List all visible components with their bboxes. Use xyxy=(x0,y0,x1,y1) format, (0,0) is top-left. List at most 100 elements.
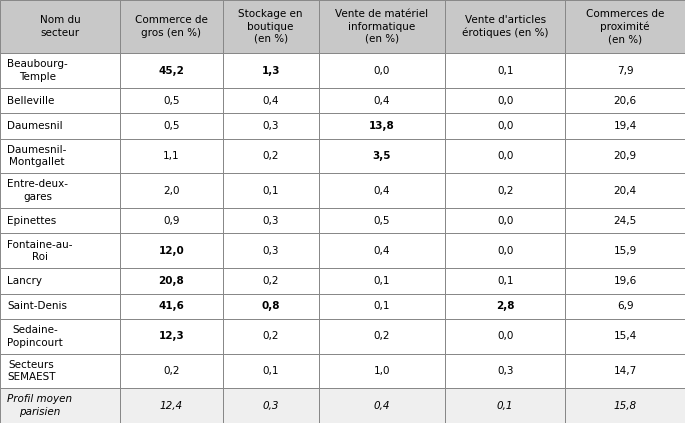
Text: 0,0: 0,0 xyxy=(497,331,513,341)
Bar xyxy=(445,173,565,208)
Text: 19,4: 19,4 xyxy=(614,121,636,131)
Text: Daumesnil: Daumesnil xyxy=(7,121,63,131)
Text: 20,9: 20,9 xyxy=(614,151,636,161)
Bar xyxy=(445,294,565,319)
Bar xyxy=(120,88,223,113)
Text: 1,0: 1,0 xyxy=(373,366,390,376)
Bar xyxy=(0,354,120,388)
Text: Profil moyen
parisien: Profil moyen parisien xyxy=(7,395,73,417)
Bar xyxy=(0,319,120,354)
Text: 0,2: 0,2 xyxy=(373,331,390,341)
Text: 3,5: 3,5 xyxy=(373,151,391,161)
Text: 2,8: 2,8 xyxy=(496,301,514,311)
Text: 0,9: 0,9 xyxy=(163,216,179,226)
Text: 15,9: 15,9 xyxy=(614,246,636,256)
Text: 0,2: 0,2 xyxy=(262,276,279,286)
Bar xyxy=(319,0,445,53)
Bar xyxy=(445,113,565,139)
Text: Sedaine-
Popincourt: Sedaine- Popincourt xyxy=(7,325,63,348)
Bar xyxy=(565,88,685,113)
Bar xyxy=(319,88,445,113)
Bar xyxy=(0,233,120,268)
Bar xyxy=(445,208,565,233)
Bar xyxy=(223,319,319,354)
Bar xyxy=(0,139,120,173)
Bar xyxy=(565,139,685,173)
Bar xyxy=(445,354,565,388)
Bar xyxy=(120,268,223,294)
Text: Daumesnil-
Montgallet: Daumesnil- Montgallet xyxy=(7,145,66,167)
Text: Belleville: Belleville xyxy=(7,96,55,106)
Bar xyxy=(565,268,685,294)
Bar xyxy=(565,88,685,113)
Text: 12,0: 12,0 xyxy=(158,246,184,256)
Bar xyxy=(0,294,120,319)
Bar xyxy=(223,113,319,139)
Bar xyxy=(565,268,685,294)
Bar xyxy=(120,139,223,173)
Bar xyxy=(319,294,445,319)
Bar xyxy=(120,354,223,388)
Text: 2,0: 2,0 xyxy=(163,186,179,196)
Text: 0,1: 0,1 xyxy=(262,186,279,196)
Bar xyxy=(565,294,685,319)
Bar xyxy=(319,113,445,139)
Bar xyxy=(0,388,120,423)
Text: 19,6: 19,6 xyxy=(614,276,636,286)
Text: 0,1: 0,1 xyxy=(262,366,279,376)
Bar xyxy=(319,319,445,354)
Text: Vente de matériel
informatique
(en %): Vente de matériel informatique (en %) xyxy=(336,9,428,44)
Text: 0,1: 0,1 xyxy=(497,401,514,411)
Bar xyxy=(319,173,445,208)
Bar xyxy=(223,319,319,354)
Bar xyxy=(223,139,319,173)
Text: Vente d'articles
érotiques (en %): Vente d'articles érotiques (en %) xyxy=(462,15,549,38)
Bar xyxy=(565,53,685,88)
Bar xyxy=(223,294,319,319)
Bar xyxy=(120,88,223,113)
Bar xyxy=(0,113,120,139)
Text: 15,4: 15,4 xyxy=(614,331,636,341)
Text: Beaubourg-
Temple: Beaubourg- Temple xyxy=(7,59,68,82)
Bar xyxy=(223,294,319,319)
Bar xyxy=(120,388,223,423)
Bar xyxy=(0,233,120,268)
Bar xyxy=(0,0,120,53)
Text: 0,8: 0,8 xyxy=(261,301,280,311)
Bar xyxy=(445,319,565,354)
Text: 0,0: 0,0 xyxy=(497,246,513,256)
Text: 41,6: 41,6 xyxy=(158,301,184,311)
Bar xyxy=(565,0,685,53)
Bar xyxy=(319,139,445,173)
Bar xyxy=(120,233,223,268)
Text: 0,0: 0,0 xyxy=(497,151,513,161)
Text: 0,4: 0,4 xyxy=(262,96,279,106)
Bar xyxy=(319,53,445,88)
Bar xyxy=(565,354,685,388)
Bar xyxy=(565,173,685,208)
Bar xyxy=(319,294,445,319)
Text: 12,4: 12,4 xyxy=(160,401,183,411)
Bar xyxy=(0,173,120,208)
Bar xyxy=(223,208,319,233)
Bar xyxy=(120,208,223,233)
Text: 0,4: 0,4 xyxy=(373,96,390,106)
Bar xyxy=(319,354,445,388)
Bar xyxy=(223,233,319,268)
Bar xyxy=(0,173,120,208)
Bar xyxy=(445,0,565,53)
Bar xyxy=(445,268,565,294)
Bar xyxy=(319,173,445,208)
Bar xyxy=(120,173,223,208)
Bar xyxy=(0,268,120,294)
Text: Commerce de
gros (en %): Commerce de gros (en %) xyxy=(135,15,208,38)
Bar xyxy=(565,113,685,139)
Bar xyxy=(319,208,445,233)
Bar xyxy=(445,113,565,139)
Bar xyxy=(445,139,565,173)
Bar xyxy=(319,139,445,173)
Text: 0,4: 0,4 xyxy=(373,186,390,196)
Bar xyxy=(445,233,565,268)
Bar xyxy=(120,319,223,354)
Text: 0,2: 0,2 xyxy=(262,151,279,161)
